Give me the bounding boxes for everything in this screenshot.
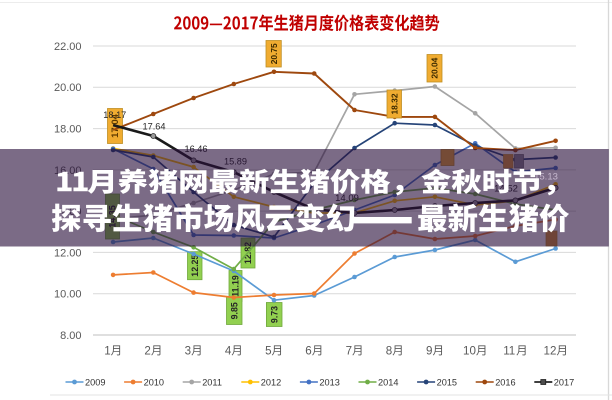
svg-text:10.00: 10.00	[54, 289, 82, 301]
svg-text:15.13: 15.13	[534, 172, 558, 183]
svg-text:12.25: 12.25	[190, 255, 200, 277]
svg-text:2017: 2017	[554, 377, 574, 387]
svg-text:11.19: 11.19	[231, 275, 241, 297]
svg-text:17.64: 17.64	[143, 121, 166, 131]
svg-text:9.73: 9.73	[269, 306, 279, 323]
svg-text:2009: 2009	[85, 377, 105, 387]
svg-text:12.00: 12.00	[54, 247, 82, 259]
svg-text:16.46: 16.46	[185, 144, 208, 154]
svg-text:2012: 2012	[261, 377, 281, 387]
svg-text:11: 11	[503, 345, 515, 358]
svg-text:20.75: 20.75	[269, 43, 279, 64]
svg-text:12: 12	[544, 345, 557, 358]
svg-text:18.17: 18.17	[103, 110, 126, 120]
svg-text:4: 4	[225, 345, 232, 358]
svg-text:7: 7	[346, 345, 352, 358]
svg-text:8: 8	[386, 345, 392, 358]
svg-text:2016: 2016	[495, 377, 515, 387]
svg-text:2015: 2015	[437, 377, 457, 387]
svg-text:9: 9	[426, 345, 432, 358]
svg-text:6: 6	[305, 345, 311, 358]
svg-text:10: 10	[463, 345, 476, 358]
svg-text:3: 3	[185, 345, 191, 358]
svg-text:8.00: 8.00	[60, 330, 81, 342]
svg-text:20.04: 20.04	[430, 57, 440, 78]
svg-text:2: 2	[144, 345, 150, 358]
svg-text:2014: 2014	[378, 377, 398, 387]
svg-text:2011: 2011	[202, 377, 222, 387]
svg-text:5: 5	[265, 345, 271, 358]
svg-text:20.00: 20.00	[54, 82, 82, 94]
svg-text:9.85: 9.85	[229, 302, 239, 319]
svg-text:18.00: 18.00	[54, 124, 82, 136]
svg-text:2013: 2013	[319, 377, 339, 387]
svg-text:22.00: 22.00	[54, 41, 82, 53]
svg-text:1: 1	[104, 345, 110, 358]
svg-text:2010: 2010	[144, 377, 164, 387]
svg-text:18.32: 18.32	[389, 93, 399, 114]
